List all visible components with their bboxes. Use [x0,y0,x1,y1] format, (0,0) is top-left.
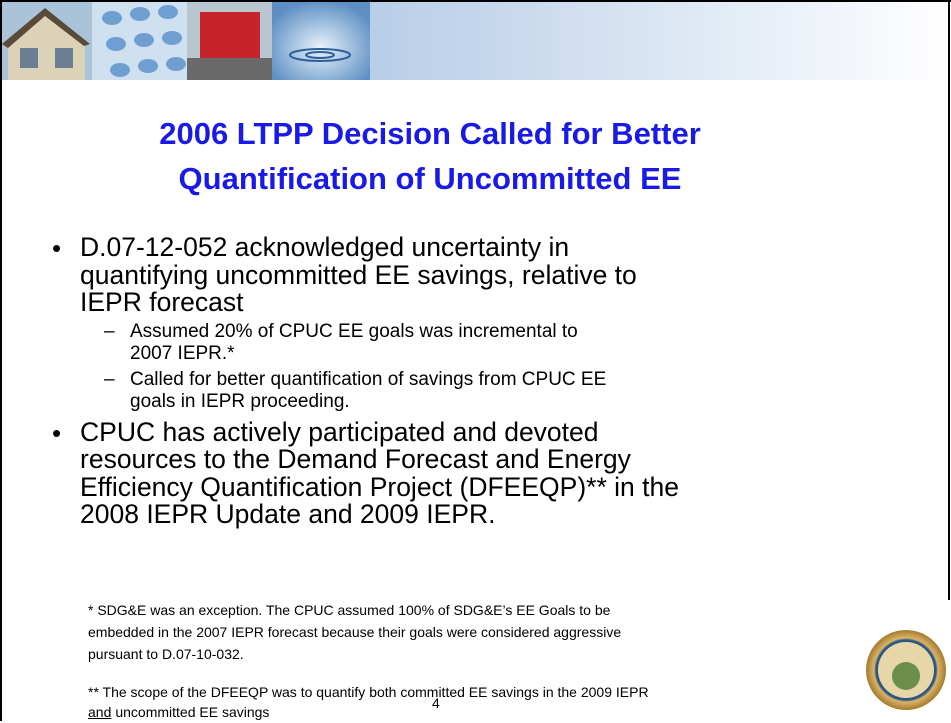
bullet-line: D.07-12-052 acknowledged uncertainty in [80,232,570,262]
subbullet-line: 2007 IEPR.* [130,342,235,364]
header-banner [0,0,951,80]
page-number: 4 [432,695,440,711]
title-line: Quantification of Uncommitted EE [178,161,682,196]
subbullet-marker: – [104,320,115,342]
bullet-marker: • [52,417,62,448]
subbullet-marker: – [104,368,115,390]
bullet-line: 2008 IEPR Update and 2009 IEPR. [80,499,496,529]
bullet-line: IEPR forecast [80,287,244,317]
bullet-marker: • [52,233,62,263]
footnote-underlined: and [88,704,112,720]
footnote-line: * SDG&E was an exception. The CPUC assum… [88,602,611,618]
footnote-rest: uncommitted EE savings [115,704,270,720]
subbullet-line: Assumed 20% of CPUC EE goals was increme… [130,320,578,342]
footnote-line: ** The scope of the DFEEQP was to quanti… [88,684,649,700]
footnote-line: pursuant to D.07-10-032. [88,646,244,662]
bullet-line: CPUC has actively participated and devot… [80,416,599,447]
bullet-line: Efficiency Quantification Project (DFEEQ… [80,471,679,502]
footnote-line: embedded in the 2007 IEPR forecast becau… [88,624,622,640]
title-line: 2006 LTPP Decision Called for Better [159,116,701,151]
subbullet-line: Called for better quantification of savi… [130,368,607,390]
footnote-line: and uncommitted EE savings [88,701,269,723]
bullet-line: quantifying uncommitted EE savings, rela… [80,259,637,290]
state-seal [866,630,946,710]
subbullet-line: goals in IEPR proceeding. [130,390,350,412]
bullet-line: resources to the Demand Forecast and Ene… [80,444,631,474]
